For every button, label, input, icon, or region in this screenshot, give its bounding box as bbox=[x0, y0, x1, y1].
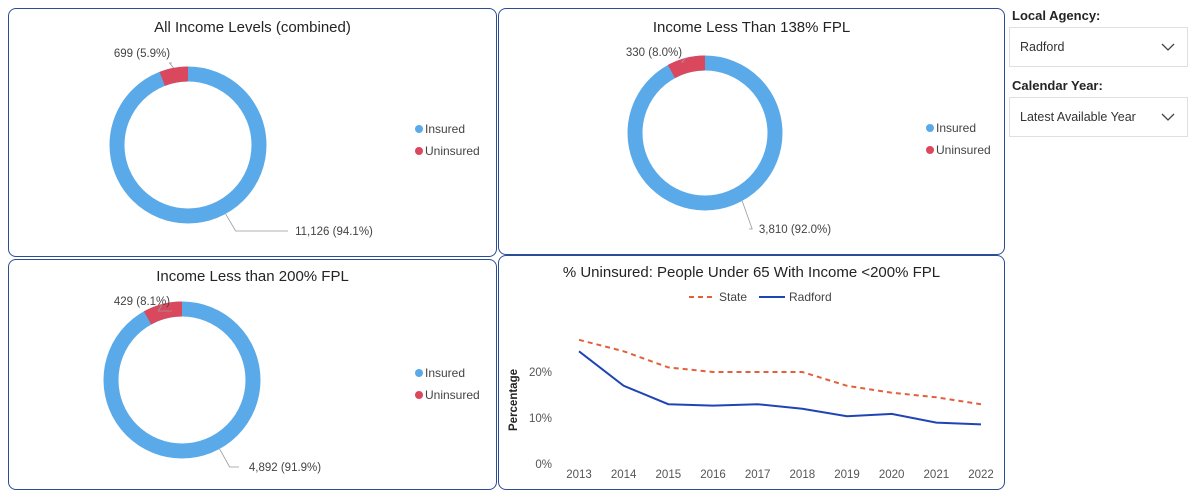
calendar-year-dropdown[interactable]: Latest Available Year bbox=[1009, 97, 1188, 137]
uninsured-slice bbox=[159, 66, 189, 86]
calendar-year-label: Calendar Year: bbox=[1012, 78, 1103, 93]
legend-uninsured-label: Uninsured bbox=[425, 388, 480, 402]
panel-title: All Income Levels (combined) bbox=[154, 19, 351, 36]
legend-label-state: State bbox=[719, 290, 747, 304]
donut-panel-all-income: All Income Levels (combined) 699 (5.9%) 1… bbox=[8, 8, 497, 257]
insured-data-label: 4,892 (91.9%) bbox=[249, 462, 321, 474]
legend-insured-marker bbox=[415, 125, 423, 133]
chevron-down-icon bbox=[1161, 113, 1175, 121]
uninsured-slice bbox=[143, 301, 183, 325]
legend-insured-marker bbox=[415, 369, 423, 377]
x-tick-label: 2021 bbox=[924, 469, 950, 481]
chevron-down-icon bbox=[1161, 43, 1175, 51]
series-line-radford bbox=[578, 350, 982, 426]
insured-leader-line bbox=[741, 200, 753, 230]
x-tick-label: 2022 bbox=[968, 469, 994, 481]
uninsured-data-label: 330 (8.0%) bbox=[626, 47, 682, 59]
legend-uninsured-label: Uninsured bbox=[936, 143, 991, 157]
y-axis-label: Percentage bbox=[508, 369, 520, 431]
x-tick-label: 2020 bbox=[879, 469, 905, 481]
line-chart: 0% 10% 20% Percentage 2013 2014 2015 2016 2017 20… bbox=[508, 290, 994, 481]
insured-leader-line bbox=[219, 448, 239, 468]
uninsured-leader-line bbox=[680, 57, 687, 63]
y-tick-label: 10% bbox=[529, 413, 552, 425]
chart-title: % Uninsured: People Under 65 With Income… bbox=[562, 264, 941, 281]
x-tick-label: 2014 bbox=[611, 469, 637, 481]
insured-slice bbox=[109, 66, 267, 224]
legend-uninsured-marker bbox=[926, 146, 934, 154]
local-agency-dropdown[interactable]: Radford bbox=[1009, 27, 1188, 67]
legend-uninsured-marker bbox=[415, 147, 423, 155]
calendar-year-slicer: Calendar Year: Latest Available Year bbox=[1009, 78, 1188, 137]
legend-insured-label: Insured bbox=[425, 366, 465, 380]
insured-slice bbox=[103, 301, 261, 459]
calendar-year-value: Latest Available Year bbox=[1020, 110, 1136, 124]
donut-chart: 429 (8.1%) 4,892 (91.9%) Insured Uninsured bbox=[103, 296, 480, 474]
uninsured-leader-line bbox=[157, 303, 172, 312]
uninsured-slice bbox=[667, 55, 706, 79]
insured-data-label: 11,126 (94.1%) bbox=[295, 226, 373, 238]
legend-insured-marker bbox=[926, 124, 934, 132]
insured-leader-line bbox=[225, 213, 288, 232]
uninsured-leader-line bbox=[168, 62, 174, 69]
donut-panel-income-200: Income Less than 200% FPL 429 (8.1%) 4,89… bbox=[8, 259, 497, 490]
donut-chart: 699 (5.9%) 11,126 (94.1%) Insured Uninsured bbox=[109, 48, 480, 238]
local-agency-value: Radford bbox=[1020, 40, 1065, 54]
insured-data-label: 3,810 (92.0%) bbox=[759, 224, 831, 236]
series-line-state bbox=[578, 338, 982, 406]
legend-insured-label: Insured bbox=[425, 122, 465, 136]
x-tick-label: 2018 bbox=[790, 469, 816, 481]
panel-title: Income Less Than 138% FPL bbox=[652, 19, 851, 36]
uninsured-data-label: 699 (5.9%) bbox=[114, 48, 170, 60]
legend-uninsured-marker bbox=[415, 391, 423, 399]
x-tick-label: 2017 bbox=[745, 469, 771, 481]
x-tick-label: 2016 bbox=[700, 469, 726, 481]
y-tick-label: 0% bbox=[535, 459, 552, 471]
local-agency-label: Local Agency: bbox=[1012, 8, 1101, 23]
x-tick-label: 2015 bbox=[656, 469, 682, 481]
legend-label-radford: Radford bbox=[789, 290, 832, 304]
donut-panel-income-138: Income Less Than 138% FPL 330 (8.0%) 3,81… bbox=[498, 8, 1005, 255]
legend-insured-label: Insured bbox=[936, 121, 976, 135]
local-agency-slicer: Local Agency: Radford bbox=[1009, 8, 1188, 67]
line-chart-panel: % Uninsured: People Under 65 With Income… bbox=[498, 255, 1005, 490]
x-tick-label: 2013 bbox=[566, 469, 592, 481]
y-tick-label: 20% bbox=[529, 367, 552, 379]
x-tick-label: 2019 bbox=[834, 469, 860, 481]
legend-uninsured-label: Uninsured bbox=[425, 144, 480, 158]
uninsured-data-label: 429 (8.1%) bbox=[114, 296, 170, 308]
donut-chart: 330 (8.0%) 3,810 (92.0%) Insured Uninsured bbox=[626, 47, 991, 236]
insured-slice bbox=[627, 55, 783, 211]
panel-title: Income Less than 200% FPL bbox=[156, 268, 349, 285]
